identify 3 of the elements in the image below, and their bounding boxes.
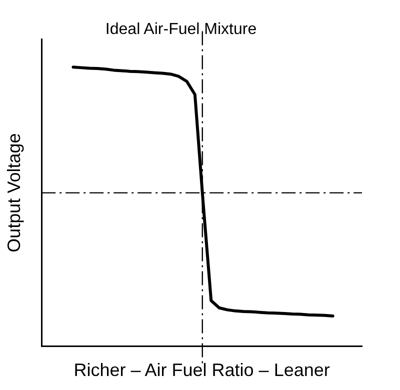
chart-title: Ideal Air-Fuel Mixture	[105, 21, 257, 38]
y-axis-title: Output Voltage	[4, 133, 24, 252]
x-axis-title: Richer – Air Fuel Ratio – Leaner	[74, 360, 330, 380]
